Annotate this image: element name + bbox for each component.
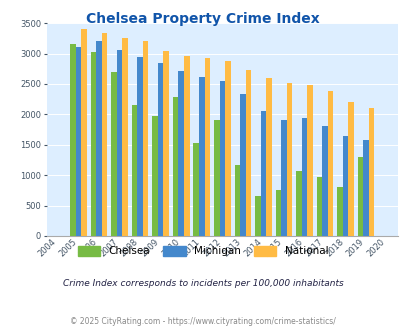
Bar <box>327 91 333 236</box>
Bar <box>286 83 292 236</box>
Bar <box>117 50 122 236</box>
Text: © 2025 CityRating.com - https://www.cityrating.com/crime-statistics/: © 2025 CityRating.com - https://www.city… <box>70 317 335 326</box>
Bar <box>337 187 342 236</box>
Bar <box>204 58 209 236</box>
Legend: Chelsea, Michigan, National: Chelsea, Michigan, National <box>73 242 332 260</box>
Bar <box>158 63 163 236</box>
Bar <box>245 70 251 236</box>
Bar <box>152 116 158 236</box>
Bar <box>301 118 307 236</box>
Bar <box>163 51 168 236</box>
Bar <box>122 38 128 236</box>
Bar <box>275 190 280 236</box>
Bar <box>265 78 271 236</box>
Bar <box>173 97 178 236</box>
Bar <box>368 108 373 236</box>
Bar <box>198 77 204 236</box>
Bar <box>219 82 224 236</box>
Bar <box>357 157 362 236</box>
Bar <box>137 57 143 236</box>
Bar <box>347 102 353 236</box>
Bar <box>111 72 117 236</box>
Text: Crime Index corresponds to incidents per 100,000 inhabitants: Crime Index corresponds to incidents per… <box>62 279 343 288</box>
Bar <box>102 33 107 236</box>
Bar <box>183 56 189 236</box>
Bar <box>342 136 347 236</box>
Bar <box>322 126 327 236</box>
Bar <box>132 105 137 236</box>
Bar <box>213 120 219 236</box>
Bar <box>362 141 368 236</box>
Bar <box>280 120 286 236</box>
Bar <box>307 85 312 236</box>
Bar <box>143 41 148 236</box>
Bar <box>81 29 87 236</box>
Text: Chelsea Property Crime Index: Chelsea Property Crime Index <box>86 12 319 25</box>
Bar <box>239 94 245 236</box>
Bar <box>260 111 265 236</box>
Bar <box>70 44 76 236</box>
Bar <box>234 165 239 236</box>
Bar <box>76 48 81 236</box>
Bar <box>96 41 102 236</box>
Bar <box>295 172 301 236</box>
Bar <box>254 196 260 236</box>
Bar <box>178 71 183 236</box>
Bar <box>91 52 96 236</box>
Bar <box>224 61 230 236</box>
Bar <box>193 143 198 236</box>
Bar <box>316 177 322 236</box>
